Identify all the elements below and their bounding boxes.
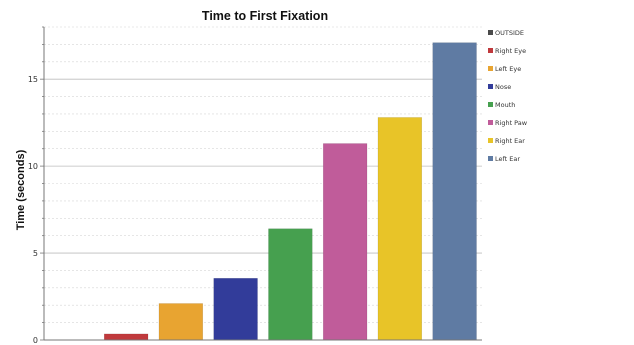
axes: 0 5 10 15 <box>28 26 482 345</box>
chart-title: Time to First Fixation <box>202 9 328 23</box>
legend-label-left-ear: Left Ear <box>495 155 520 163</box>
legend-label-right-ear: Right Ear <box>495 137 525 145</box>
bar-right-eye <box>103 333 149 341</box>
y-tick-label: 10 <box>28 162 38 171</box>
legend-swatch-nose <box>488 84 493 89</box>
legend-label-nose: Nose <box>495 83 511 91</box>
bar-left-ear <box>432 42 477 341</box>
legend-label-right-eye: Right Eye <box>495 47 526 55</box>
legend-swatch-left-ear <box>488 156 493 161</box>
legend-swatch-left-eye <box>488 66 493 71</box>
bar-right-paw <box>322 143 368 341</box>
bar-nose <box>213 278 258 341</box>
legend-label-left-eye: Left Eye <box>495 65 521 73</box>
y-tick-label: 5 <box>33 249 38 258</box>
bar-mouth <box>268 228 313 341</box>
legend: OUTSIDE Right Eye Left Eye Nose Mouth Right P… <box>488 29 528 163</box>
legend-label-mouth: Mouth <box>495 101 515 109</box>
legend-swatch-right-paw <box>488 120 493 125</box>
y-axis-label: Time (seconds) <box>15 149 27 230</box>
bar-left-eye <box>158 303 204 341</box>
bar-right-ear <box>377 117 423 341</box>
legend-swatch-mouth <box>488 102 493 107</box>
y-tick-label: 15 <box>28 75 38 84</box>
y-tick-label: 0 <box>33 336 38 345</box>
legend-label-right-paw: Right Paw <box>495 119 528 127</box>
legend-swatch-right-ear <box>488 138 493 143</box>
legend-swatch-outside <box>488 30 493 35</box>
legend-swatch-right-eye <box>488 48 493 53</box>
bars <box>103 42 477 341</box>
legend-label-outside: OUTSIDE <box>495 29 524 37</box>
